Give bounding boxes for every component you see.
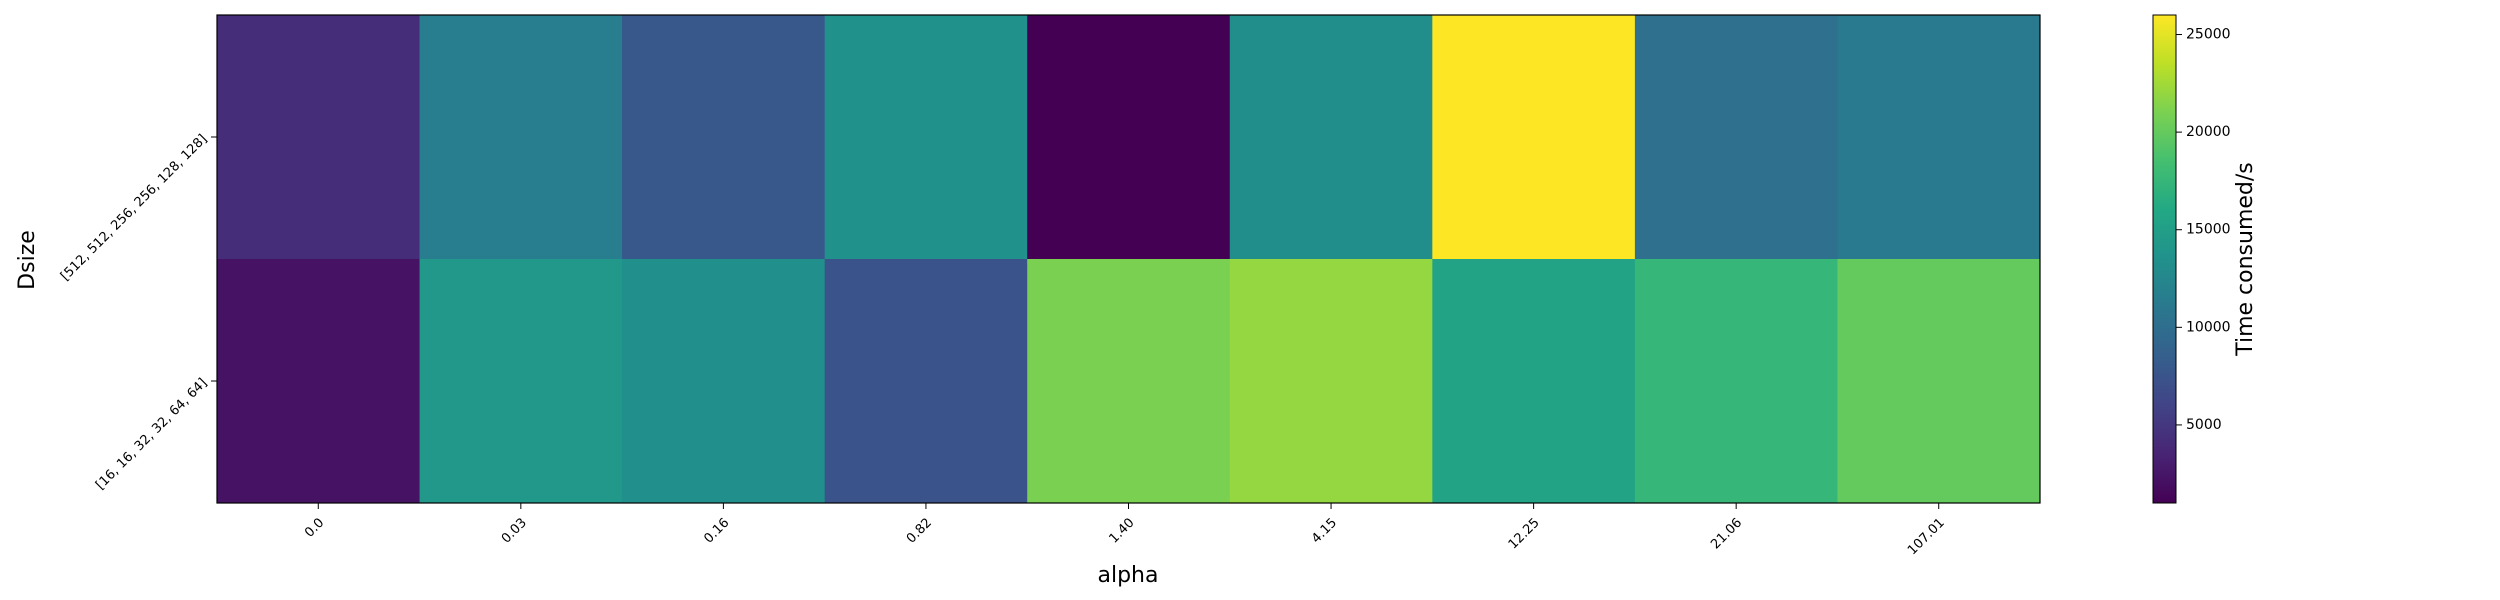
y-tick-label: [512, 512, 256, 256, 128, 128] xyxy=(58,132,210,284)
colorbar-title: Time consumed/s xyxy=(2233,162,2258,357)
heatmap-cell xyxy=(1432,259,1636,504)
x-tick-label: 1.40 xyxy=(1106,515,1137,546)
heatmap-cell xyxy=(419,259,623,504)
x-tick-label: 0.0 xyxy=(302,515,327,540)
heatmap-cell xyxy=(1229,15,1433,260)
heatmap-cells xyxy=(217,15,2041,504)
heatmap-cell xyxy=(622,15,826,260)
x-tick-label: 12.25 xyxy=(1506,515,1543,552)
heatmap-cell xyxy=(1634,15,1838,260)
heatmap-cell xyxy=(824,259,1028,504)
heatmap-cell xyxy=(419,15,623,260)
heatmap-cell xyxy=(622,259,826,504)
x-tick-label: 0.16 xyxy=(701,515,732,546)
colorbar xyxy=(2152,14,2177,504)
y-axis-title: Dsize xyxy=(15,230,40,290)
x-tick-label: 4.15 xyxy=(1309,515,1340,546)
colorbar-tick-label: 20000 xyxy=(2186,124,2231,140)
x-axis-ticks: 0.0 0.03 0.16 0.82 1.40 4.15 12.25 21.06 107.01 xyxy=(302,503,1948,558)
y-axis-ticks: [512, 512, 256, 256, 128, 128] [16, 16, 3… xyxy=(58,132,217,493)
x-axis-title: alpha xyxy=(1098,563,1159,588)
heatmap-cell xyxy=(1027,259,1231,504)
x-tick-label: 107.01 xyxy=(1905,515,1948,558)
colorbar-tick-label: 10000 xyxy=(2186,319,2231,335)
heatmap-cell xyxy=(824,15,1028,260)
heatmap-cell xyxy=(1837,15,2041,260)
x-tick-label: 0.03 xyxy=(499,515,530,546)
heatmap-cell xyxy=(217,15,421,260)
colorbar-tick-label: 5000 xyxy=(2186,417,2222,433)
heatmap-cell xyxy=(1837,259,2041,504)
x-tick-label: 21.06 xyxy=(1708,515,1745,552)
y-tick-label: [16, 16, 32, 32, 64, 64] xyxy=(93,376,210,493)
heatmap-cell xyxy=(1432,15,1636,260)
heatmap-cell xyxy=(1027,15,1231,260)
heatmap-cell xyxy=(1229,259,1433,504)
heatmap-cell xyxy=(1634,259,1838,504)
x-tick-label: 0.82 xyxy=(904,515,935,546)
colorbar-tick-label: 15000 xyxy=(2186,222,2231,238)
heatmap-cell xyxy=(217,259,421,504)
colorbar-ticks: 5000 10000 15000 20000 25000 xyxy=(2176,27,2231,433)
colorbar-tick-label: 25000 xyxy=(2186,27,2231,43)
